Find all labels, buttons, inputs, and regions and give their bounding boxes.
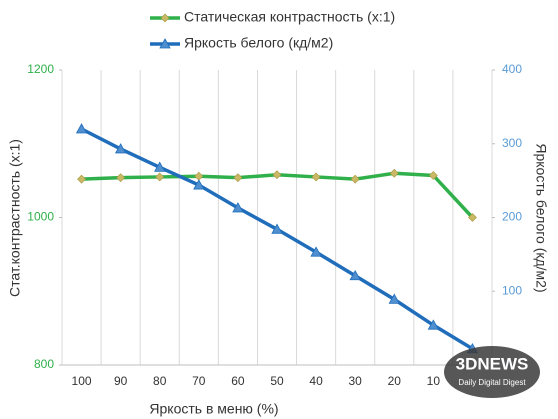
y2-tick-label: 100	[502, 283, 522, 297]
point	[232, 202, 244, 213]
y-tick-label: 1200	[27, 62, 54, 76]
point	[194, 171, 204, 181]
point	[310, 246, 322, 257]
watermark: 3DNEWS	[456, 354, 529, 373]
y-tick-label: 800	[34, 357, 54, 371]
legend-label: Статическая контрастность (х:1)	[184, 9, 395, 25]
point	[272, 170, 282, 180]
legend-marker	[159, 38, 171, 49]
x-tick-label: 70	[192, 374, 206, 388]
point	[349, 269, 361, 281]
point	[389, 168, 399, 178]
point	[116, 173, 126, 183]
y2-tick-label: 400	[502, 62, 522, 76]
legend-marker	[160, 13, 170, 23]
point	[114, 143, 127, 154]
point	[428, 171, 438, 180]
x-tick-label: 100	[72, 374, 92, 388]
point	[193, 179, 205, 190]
point	[233, 173, 243, 183]
x-tick-label: 50	[270, 374, 284, 388]
x-tick-label: 10	[427, 374, 441, 388]
point	[271, 223, 283, 234]
point	[388, 293, 400, 304]
x-tick-label: 40	[309, 374, 323, 388]
x-tick-label: 30	[349, 374, 363, 388]
y2-tick-label: 200	[502, 210, 522, 224]
y2-axis-title: Яркость белого (кд/м2)	[533, 143, 549, 292]
point	[468, 213, 477, 222]
legend-label: Яркость белого (кд/м2)	[184, 35, 333, 51]
y-axis-title: Стат.контрастность (х:1)	[7, 139, 23, 297]
point	[350, 174, 360, 184]
x-axis-title: Яркость в меню (%)	[149, 401, 278, 417]
watermark-bg	[444, 346, 540, 398]
point	[75, 123, 88, 134]
point	[427, 319, 440, 330]
x-tick-label: 80	[153, 374, 167, 388]
y-tick-label: 1000	[27, 210, 54, 224]
watermark: Daily Digital Digest	[458, 378, 526, 387]
x-tick-label: 20	[388, 374, 402, 388]
x-tick-label: 90	[114, 374, 128, 388]
point	[77, 174, 86, 184]
point	[154, 161, 166, 172]
point	[311, 172, 321, 182]
y2-tick-label: 300	[502, 136, 522, 150]
x-tick-label: 60	[231, 374, 245, 388]
point	[155, 172, 165, 182]
